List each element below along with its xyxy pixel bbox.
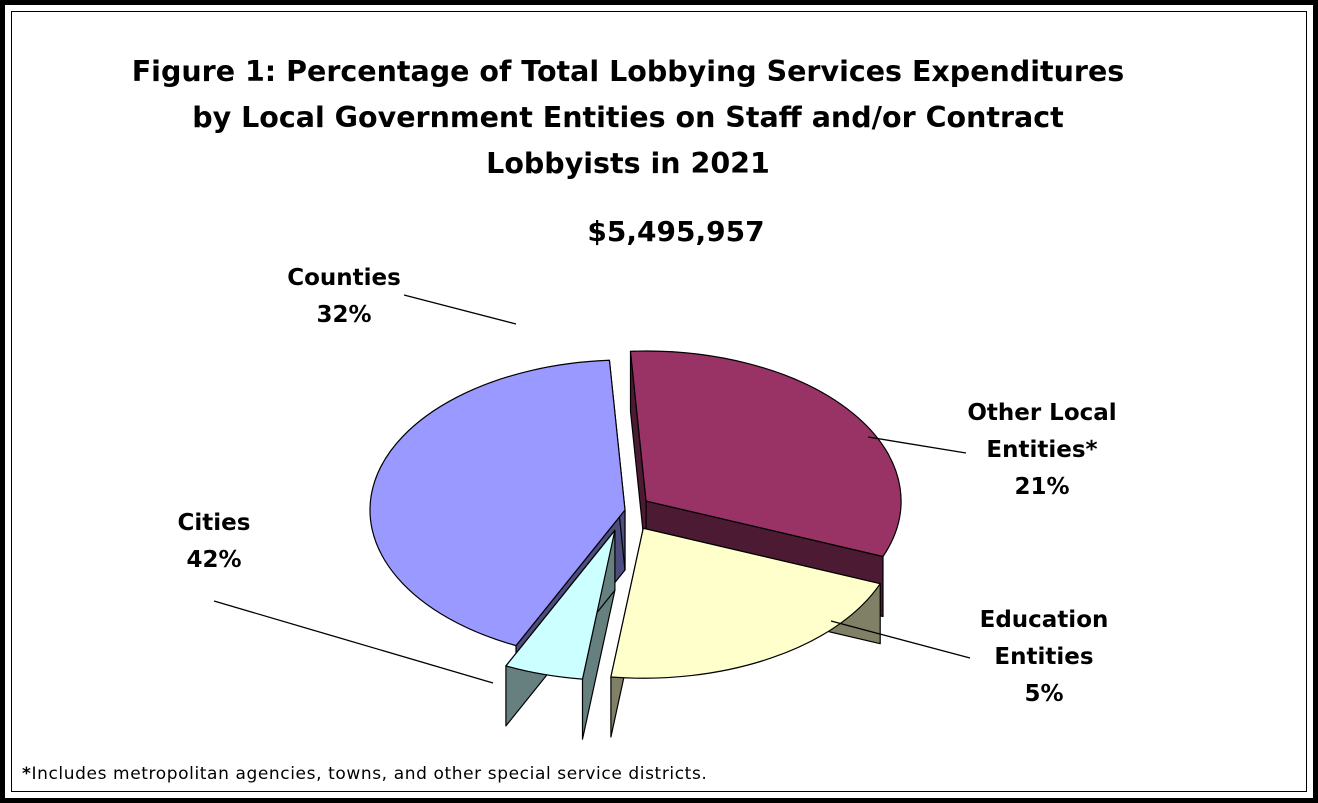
- slice-education-entities-top: [505, 529, 616, 680]
- slice-counties-top: [629, 350, 902, 558]
- leader-line-counties: [403, 294, 517, 325]
- chart-title-line-3: Lobbyists in 2021: [486, 147, 770, 180]
- footnote: *Includes metropolitan agencies, towns, …: [22, 764, 707, 784]
- slice-label-other-local-entities-line-3: 21%: [1014, 474, 1069, 500]
- chart-frame-inner: [11, 11, 1307, 792]
- slice-labels: Counties 32% Other Local Entities* 21% Educat…: [178, 265, 1117, 707]
- slice-label-cities-line-2: 42%: [186, 547, 241, 573]
- slice-education-entities: [505, 529, 616, 740]
- total-amount: $5,495,957: [587, 215, 764, 248]
- pie-body: [369, 350, 902, 740]
- slice-label-other-local-entities-line-1: Other Local: [967, 400, 1116, 426]
- leader-lines: [213, 294, 971, 684]
- slice-label-counties-line-2: 32%: [316, 302, 371, 328]
- slice-label-counties-line-1: Counties: [287, 265, 401, 291]
- slice-label-education-entities-line-2: Entities: [994, 644, 1093, 670]
- leader-line-other-local-entities: [867, 436, 967, 454]
- slice-label-education-entities-line-3: 5%: [1024, 681, 1063, 707]
- slice-label-cities-line-1: Cities: [178, 510, 251, 536]
- chart-title-line-2: by Local Government Entities on Staff an…: [192, 101, 1064, 134]
- footnote-text: Includes metropolitan agencies, towns, a…: [31, 764, 708, 784]
- slice-label-education-entities-line-1: Education: [980, 607, 1109, 633]
- chart-title: Figure 1: Percentage of Total Lobbying S…: [132, 55, 1125, 180]
- leader-line-cities: [213, 600, 494, 684]
- slice-other-local-entities: [610, 527, 881, 738]
- slice-cities-top: [369, 359, 626, 647]
- footnote-marker: *: [22, 764, 32, 784]
- slice-label-other-local-entities-line-2: Entities*: [986, 437, 1097, 463]
- chart-title-line-1: Figure 1: Percentage of Total Lobbying S…: [132, 55, 1125, 88]
- slice-other-local-entities-top: [610, 527, 881, 679]
- leader-line-education-entities: [830, 620, 971, 659]
